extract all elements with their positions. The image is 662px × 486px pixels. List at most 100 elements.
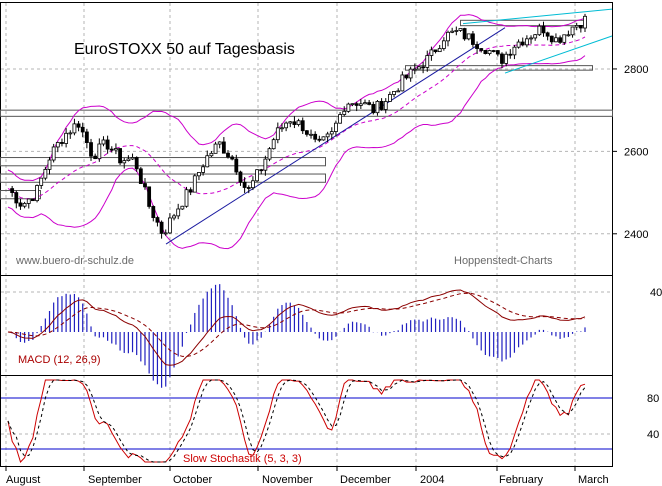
candle-body-18 [80, 126, 85, 133]
bollinger-lower-band [7, 55, 586, 250]
candle-body-35 [151, 206, 156, 218]
y-tick-price-1: 2600 [624, 146, 648, 158]
candle-body-64 [271, 139, 276, 150]
candle-body-109 [458, 28, 463, 31]
candle-body-27 [118, 148, 122, 164]
candle-body-44 [188, 189, 193, 193]
candle-body-19 [84, 131, 89, 143]
candle-body-114 [479, 48, 484, 51]
candle-body-68 [288, 121, 293, 124]
candle-body-55 [234, 158, 239, 173]
candle-body-40 [172, 215, 176, 219]
candle-body-88 [371, 104, 376, 114]
candle-body-7 [35, 185, 39, 202]
candle-body-73 [309, 133, 313, 136]
candle-body-57 [242, 181, 247, 188]
x-tick-7: March [578, 474, 609, 486]
candle-body-21 [93, 155, 98, 160]
candle-body-131 [549, 35, 554, 43]
chart-title: EuroSTOXX 50 auf Tagesbasis [74, 41, 295, 58]
panel-borders [0, 2, 613, 467]
bollinger-bands [7, 14, 586, 250]
candle-body-11 [51, 146, 56, 161]
box-mid-2580 [0, 157, 326, 167]
x-tick-6: February [499, 474, 544, 486]
y-tick-stoch-1: 40 [647, 429, 659, 441]
x-tick-0: August [6, 474, 40, 486]
candle-body-86 [363, 102, 367, 105]
candle-body-101 [425, 55, 430, 68]
candle-body-13 [60, 142, 64, 144]
x-tick-5: 2004 [420, 474, 444, 486]
candle-body-104 [437, 48, 442, 53]
candle-body-82 [346, 103, 351, 112]
candle-body-99 [417, 66, 421, 70]
candle-body-33 [143, 183, 147, 188]
candle-body-5 [26, 198, 31, 204]
candle-body-113 [475, 44, 479, 49]
candle-body-115 [483, 50, 488, 55]
candle-body-122 [512, 46, 517, 56]
candle-body-41 [176, 208, 181, 217]
candle-body-81 [342, 110, 347, 115]
candle-body-117 [491, 50, 496, 52]
candle-body-58 [246, 187, 251, 189]
candle-body-75 [317, 138, 322, 141]
candle-body-130 [545, 32, 550, 37]
candle-body-119 [500, 53, 504, 64]
candle-body-92 [387, 94, 392, 102]
candle-body-110 [462, 28, 467, 40]
macd-line [7, 289, 586, 366]
candle-body-43 [184, 189, 189, 207]
watermark-left: www.buero-dr-schulz.de [15, 255, 134, 267]
candle-body-31 [134, 157, 139, 170]
candle-body-34 [147, 186, 152, 207]
candle-body-121 [508, 53, 513, 56]
candle-body-125 [524, 38, 529, 46]
candle-body-102 [429, 49, 434, 56]
candle-body-6 [31, 198, 35, 202]
x-tick-1: September [88, 474, 142, 486]
grid-lines [1, 3, 612, 466]
box-2540 [0, 173, 326, 183]
candle-body-49 [209, 152, 214, 157]
x-tick-4: December [340, 474, 391, 486]
candle-body-2 [14, 192, 19, 204]
candle-body-120 [504, 53, 509, 64]
price-candles [10, 13, 587, 239]
candle-body-83 [350, 103, 355, 106]
candle-body-60 [255, 169, 259, 182]
candle-body-135 [566, 34, 571, 37]
candle-body-30 [130, 157, 135, 160]
candle-body-138 [578, 25, 583, 29]
candle-body-8 [39, 177, 44, 186]
candle-body-67 [284, 122, 289, 129]
stoch-k-line [7, 379, 586, 463]
candle-body-9 [43, 168, 48, 179]
stochastic-panel [1, 379, 612, 463]
candle-body-39 [167, 217, 172, 234]
candle-body-132 [554, 37, 558, 43]
candle-body-24 [105, 139, 110, 150]
candle-body-78 [329, 131, 334, 135]
candle-body-71 [300, 120, 305, 132]
candle-body-37 [159, 221, 164, 234]
candle-body-76 [321, 136, 326, 141]
candle-body-15 [68, 132, 73, 135]
stoch-d-line [7, 379, 586, 463]
candle-body-79 [334, 122, 338, 132]
y-tick-macd-0: 40 [650, 287, 662, 299]
candle-body-10 [47, 159, 52, 170]
candle-body-139 [583, 15, 587, 29]
candle-body-1 [10, 188, 15, 193]
candle-body-134 [562, 34, 567, 43]
candle-body-87 [367, 102, 372, 105]
candle-body-112 [471, 33, 475, 45]
trendline-lower-channel [504, 35, 613, 74]
candle-body-95 [400, 74, 405, 92]
candle-body-105 [441, 40, 446, 49]
candle-body-97 [408, 68, 413, 79]
candle-body-51 [217, 141, 222, 145]
candle-body-46 [197, 172, 201, 177]
